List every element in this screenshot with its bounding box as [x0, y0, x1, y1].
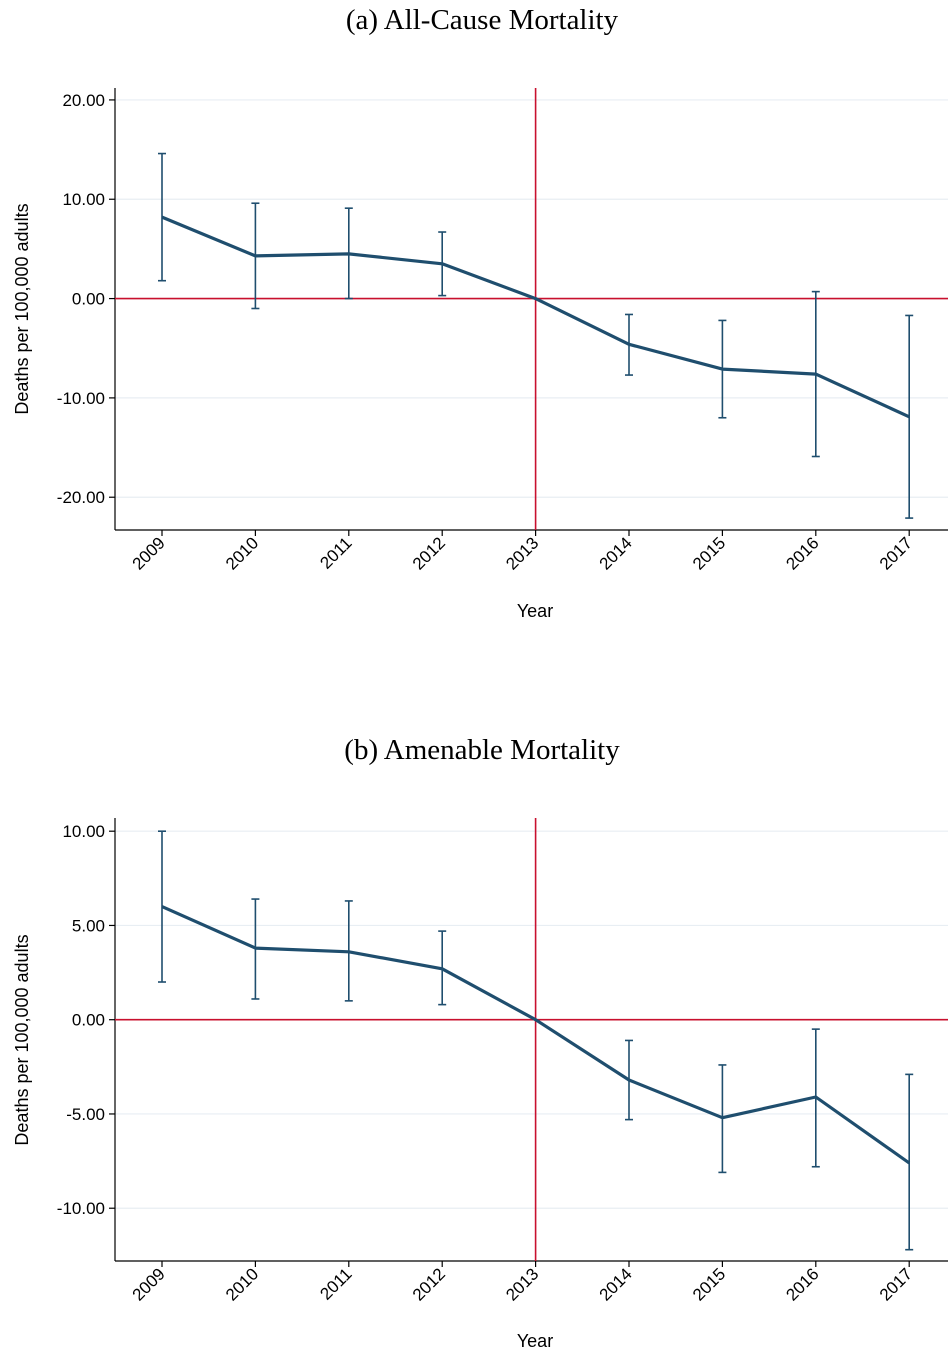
- x-tick-label: 2016: [782, 1264, 822, 1304]
- x-tick-label: 2017: [876, 533, 916, 573]
- x-tick-label: 2013: [502, 1264, 542, 1304]
- x-tick-label: 2012: [409, 1264, 449, 1304]
- x-tick-label: 2009: [129, 533, 169, 573]
- panel-amenable-mortality: (b) Amenable Mortality Deaths per 100,00…: [12, 734, 948, 1351]
- panel-all-cause-mortality: (a) All-Cause Mortality Deaths per 100,0…: [12, 4, 948, 621]
- y-tick-label: -20.00: [57, 488, 105, 507]
- x-tick-label: 2013: [502, 533, 542, 573]
- x-tick-label: 2010: [222, 1264, 262, 1304]
- y-tick-label: -5.00: [66, 1105, 105, 1124]
- x-tick-label: 2015: [689, 1264, 729, 1304]
- x-tick-label: 2017: [876, 1264, 916, 1304]
- y-tick-label: -10.00: [57, 389, 105, 408]
- y-tick-label: 5.00: [72, 916, 105, 935]
- x-tick-label: 2014: [596, 1264, 636, 1304]
- x-tick-label: 2009: [129, 1264, 169, 1304]
- x-tick-label: 2014: [596, 533, 636, 573]
- series-line: [161, 215, 910, 419]
- series-line: [161, 905, 911, 1165]
- y-axis-label: Deaths per 100,000 adults: [12, 934, 32, 1145]
- y-axis-label: Deaths per 100,000 adults: [12, 203, 32, 414]
- x-tick-label: 2011: [316, 1264, 355, 1303]
- x-axis-label: Year: [517, 601, 553, 621]
- y-tick-label: 10.00: [62, 822, 105, 841]
- x-tick-label: 2012: [409, 533, 449, 573]
- panel-title: (a) All-Cause Mortality: [346, 4, 619, 36]
- y-tick-label: 0.00: [72, 1011, 105, 1030]
- panel-title: (b) Amenable Mortality: [344, 734, 620, 766]
- x-tick-label: 2015: [689, 533, 729, 573]
- y-tick-label: 20.00: [62, 91, 105, 110]
- x-tick-label: 2016: [782, 533, 822, 573]
- y-tick-label: 10.00: [62, 190, 105, 209]
- x-tick-label: 2011: [316, 533, 355, 572]
- y-tick-label: -10.00: [57, 1199, 105, 1218]
- x-axis-label: Year: [517, 1331, 553, 1351]
- x-tick-label: 2010: [222, 533, 262, 573]
- y-tick-label: 0.00: [72, 290, 105, 309]
